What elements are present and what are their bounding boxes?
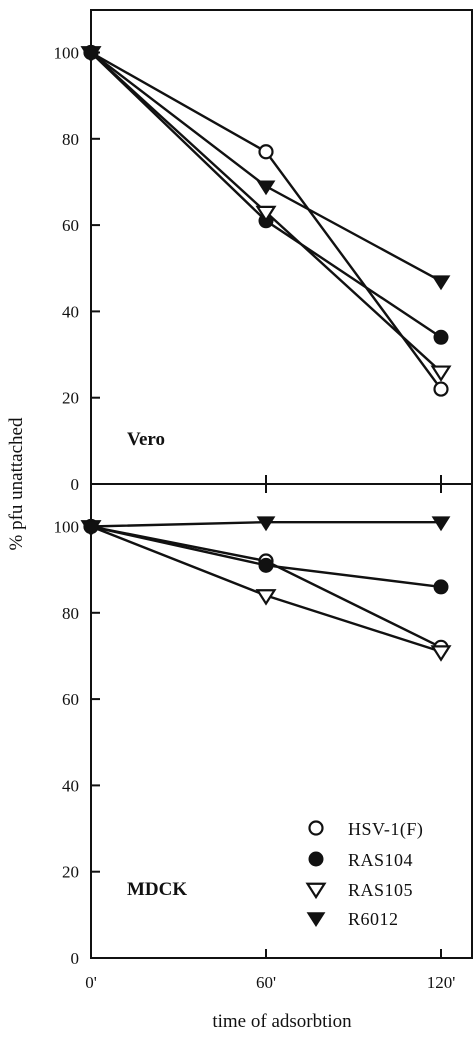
y-tick-label: 60 bbox=[62, 690, 79, 709]
y-tick-label: 80 bbox=[62, 130, 79, 149]
legend-label: RAS105 bbox=[348, 880, 413, 900]
x-axis-title: time of adsorbtion bbox=[212, 1011, 352, 1032]
data-point bbox=[258, 144, 274, 160]
legend-marker bbox=[308, 820, 324, 836]
y-tick-label: 60 bbox=[62, 216, 79, 235]
y-tick-label: 80 bbox=[62, 604, 79, 623]
series-line bbox=[90, 525, 442, 649]
data-point bbox=[81, 46, 101, 62]
panel-label: MDCK bbox=[127, 879, 187, 900]
axis-ticks bbox=[91, 51, 442, 958]
legend-item: HSV-1(F) bbox=[308, 819, 423, 840]
data-point bbox=[81, 520, 101, 536]
text-labels: 0 20 40 60 80 100 0 20 40 60 80 100 0' 60' 120' time of… bbox=[6, 44, 455, 1033]
y-tick-label: 40 bbox=[62, 776, 79, 795]
legend-item: RAS105 bbox=[305, 880, 413, 900]
panel-label: Vero bbox=[127, 429, 165, 450]
legend-marker bbox=[308, 851, 324, 867]
legend-label: R6012 bbox=[348, 909, 399, 929]
series-line bbox=[90, 51, 442, 283]
data-point bbox=[255, 589, 277, 606]
data-point bbox=[430, 645, 452, 662]
y-tick-label: 20 bbox=[62, 863, 79, 882]
data-point bbox=[255, 205, 277, 223]
data-point bbox=[433, 329, 449, 345]
data-point bbox=[433, 381, 449, 397]
y-tick-label: 0 bbox=[71, 949, 80, 968]
data-point bbox=[256, 180, 276, 196]
y-tick-label: 40 bbox=[62, 302, 79, 321]
legend-marker bbox=[306, 912, 326, 928]
y-tick-label: 0 bbox=[71, 475, 80, 494]
legend: HSV-1(F) RAS104 RAS105 R6012 bbox=[305, 819, 423, 929]
legend-item: R6012 bbox=[306, 909, 399, 929]
legend-label: HSV-1(F) bbox=[348, 819, 423, 840]
y-axis-title: % pfu unattached bbox=[6, 417, 27, 550]
data-point bbox=[431, 516, 451, 532]
data-point bbox=[256, 516, 276, 532]
y-tick-label: 100 bbox=[54, 518, 80, 537]
y-tick-label: 100 bbox=[54, 44, 80, 63]
x-tick-label: 120' bbox=[427, 973, 456, 992]
plot-frame bbox=[90, 9, 473, 959]
data-point bbox=[430, 365, 452, 382]
legend-marker bbox=[305, 882, 327, 900]
series-line bbox=[90, 525, 442, 653]
legend-item: RAS104 bbox=[308, 850, 413, 870]
x-tick-label: 0' bbox=[85, 973, 97, 992]
data-point bbox=[431, 275, 451, 291]
data-point bbox=[258, 557, 274, 573]
legend-label: RAS104 bbox=[348, 850, 413, 870]
y-tick-label: 20 bbox=[62, 389, 79, 408]
x-tick-label: 60' bbox=[256, 973, 276, 992]
series-markers bbox=[80, 44, 452, 662]
data-point bbox=[433, 579, 449, 595]
